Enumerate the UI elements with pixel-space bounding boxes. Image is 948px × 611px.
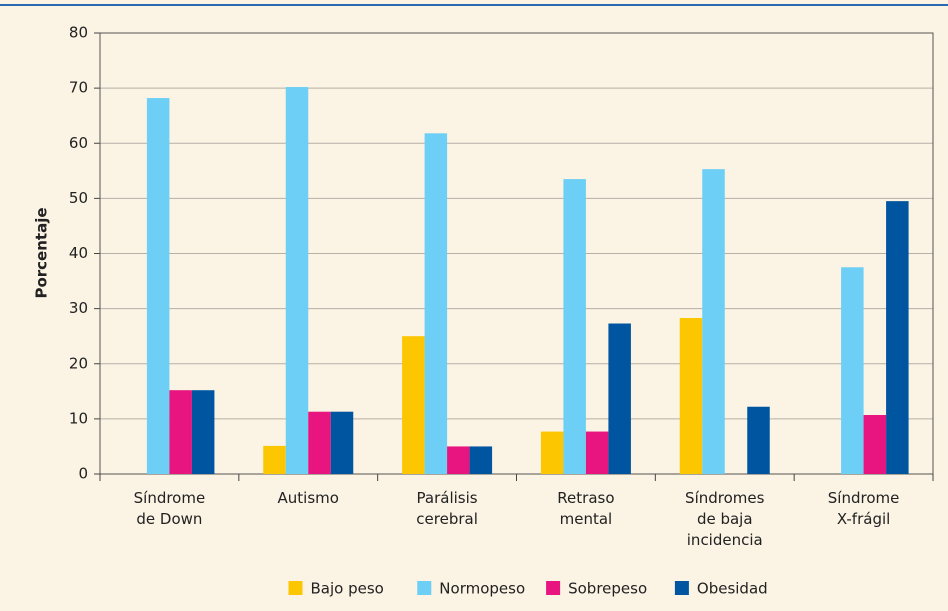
y-axis-label: Porcentaje — [33, 207, 51, 298]
bar — [146, 98, 170, 475]
bar — [263, 445, 286, 474]
bar — [447, 446, 470, 474]
y-tick-label: 80 — [69, 24, 88, 42]
bar — [563, 179, 586, 475]
y-tick-label: 0 — [78, 465, 88, 483]
x-tick-label: Síndrome X-frágil — [828, 489, 900, 528]
y-tick-label: 30 — [69, 299, 88, 317]
legend-label: Obesidad — [697, 580, 768, 598]
y-tick-label: 20 — [69, 354, 88, 372]
legend-swatch — [546, 581, 561, 595]
bar — [841, 267, 864, 474]
bar — [702, 169, 725, 474]
bar — [469, 446, 493, 474]
legend-swatch — [288, 581, 303, 595]
legend-swatch — [674, 581, 689, 595]
bar — [886, 201, 909, 474]
x-tick-label: Autismo — [278, 489, 339, 507]
bar — [540, 431, 564, 474]
bar — [285, 87, 309, 475]
y-tick-label: 50 — [69, 189, 88, 207]
legend-swatch — [417, 581, 432, 595]
x-tick-label: Parálisis cerebral — [416, 489, 478, 528]
y-tick-label: 40 — [69, 244, 88, 262]
bar — [863, 415, 887, 474]
bar — [747, 406, 770, 474]
bar — [424, 133, 448, 474]
bar — [679, 317, 703, 474]
bar — [402, 336, 425, 474]
y-tick-label: 70 — [69, 79, 88, 97]
y-tick-label: 60 — [69, 134, 88, 152]
bar — [330, 411, 354, 474]
bar — [169, 390, 192, 474]
x-tick-label: Síndrome de Down — [134, 489, 206, 528]
bar — [191, 390, 215, 474]
bar — [608, 323, 631, 474]
x-tick-label: Retraso mental — [557, 489, 614, 528]
x-tick-label: Síndromes de baja incidencia — [685, 489, 765, 549]
legend-label: Sobrepeso — [568, 580, 647, 598]
legend-label: Bajo peso — [311, 580, 384, 598]
y-tick-label: 10 — [69, 409, 88, 427]
bar — [585, 431, 609, 474]
bar — [308, 411, 331, 474]
legend-label: Normopeso — [439, 580, 525, 598]
